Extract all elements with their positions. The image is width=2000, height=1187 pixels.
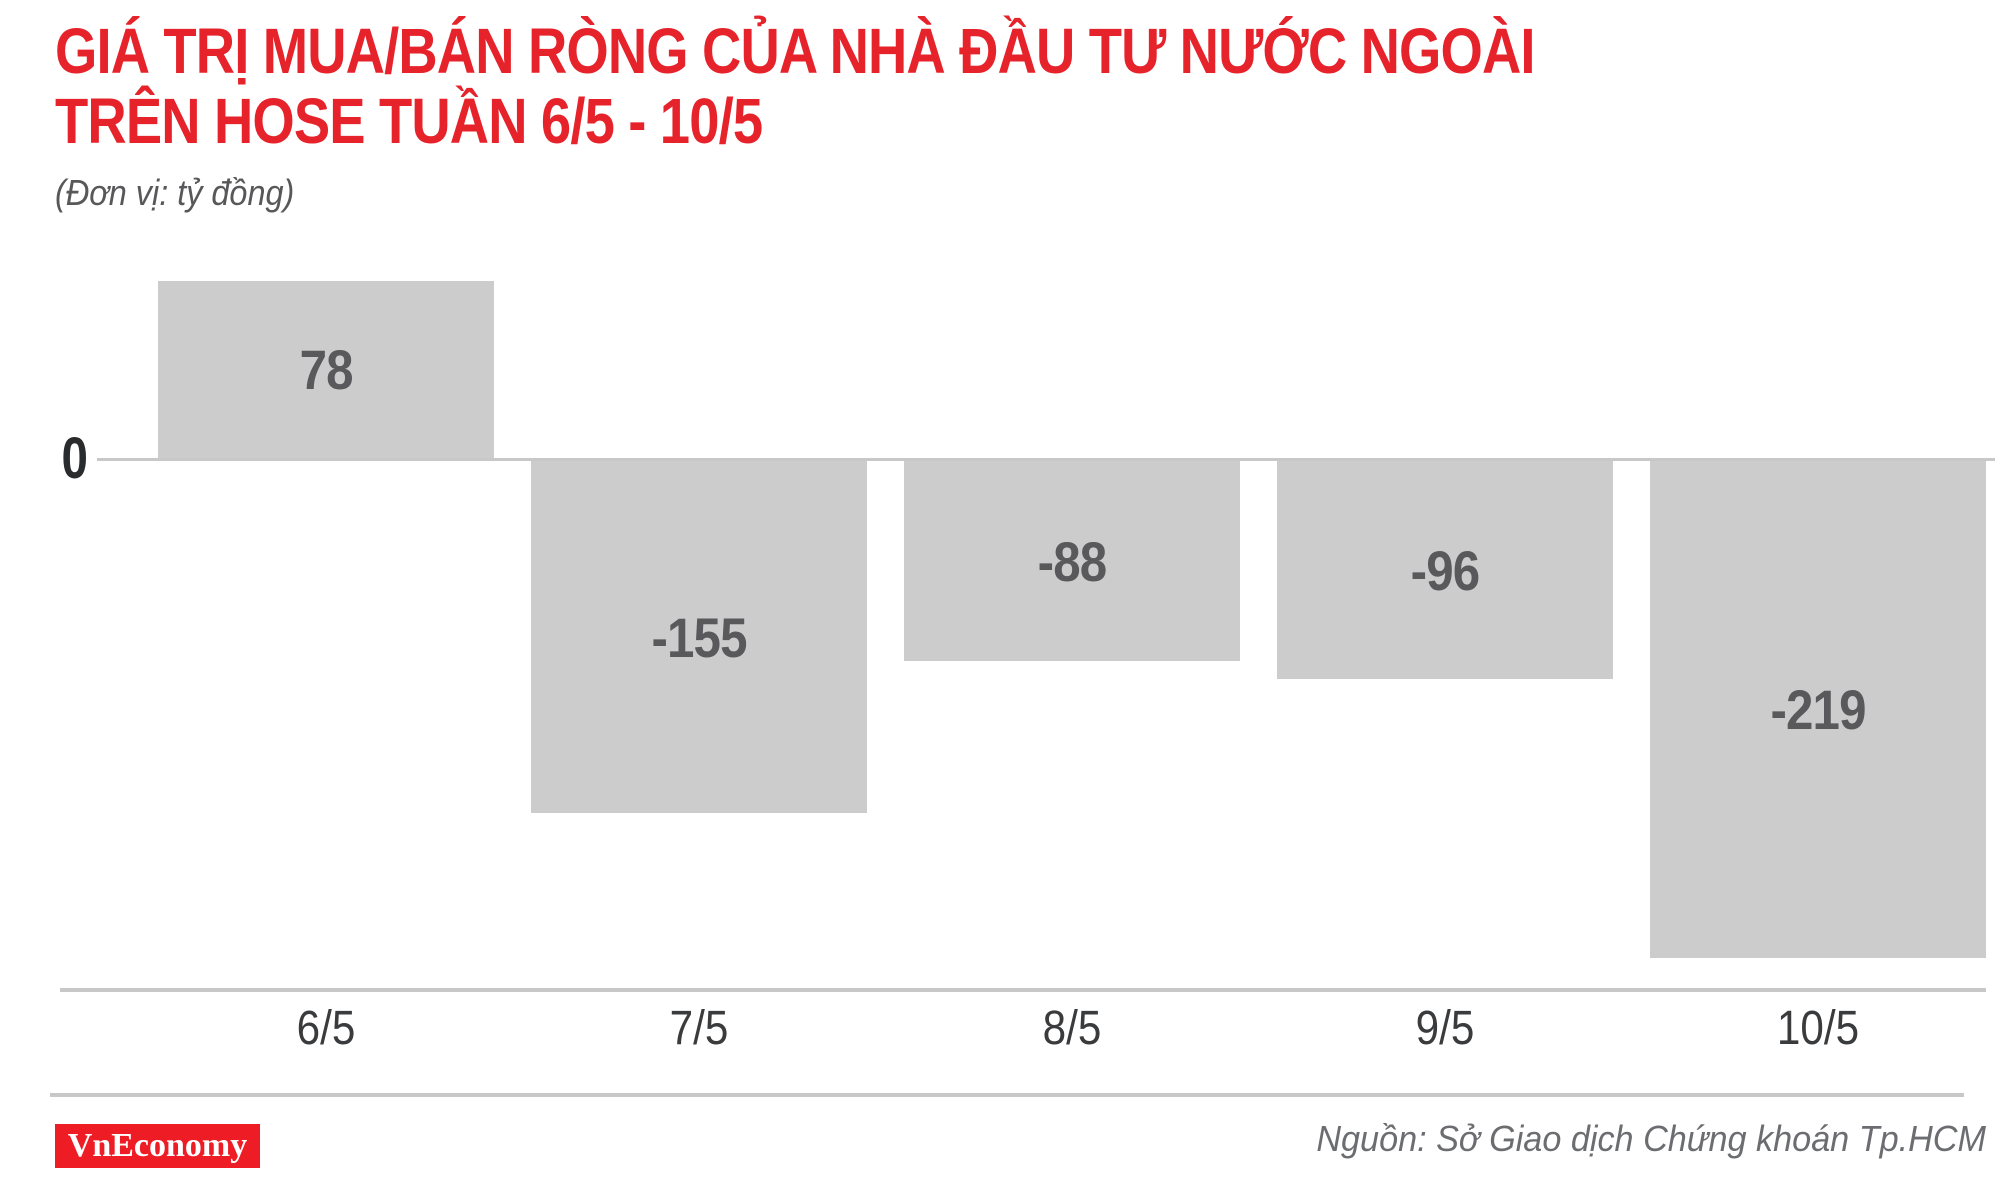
- chart-title-line2: TRÊN HOSE TUẦN 6/5 - 10/5: [55, 85, 763, 157]
- bar-value-label: 78: [299, 338, 353, 401]
- chart-title: GIÁ TRỊ MUA/BÁN RÒNG CỦA NHÀ ĐẦU TƯ NƯỚC…: [55, 15, 1536, 157]
- bar-8/5: -88: [904, 461, 1240, 661]
- x-axis-line: [60, 988, 1986, 992]
- y-axis-zero-label: 0: [61, 426, 88, 491]
- bar-6/5: 78: [158, 281, 494, 458]
- bar-7/5: -155: [531, 461, 867, 813]
- chart-title-line1: GIÁ TRỊ MUA/BÁN RÒNG CỦA NHÀ ĐẦU TƯ NƯỚC…: [55, 15, 1536, 87]
- bar-value-label: -88: [1037, 529, 1107, 593]
- bar-9/5: -96: [1277, 461, 1613, 679]
- x-axis-label-8/5: 8/5: [1042, 1002, 1102, 1055]
- vneconomy-logo: VnEconomy: [55, 1124, 260, 1168]
- source-attribution: Nguồn: Sở Giao dịch Chứng khoán Tp.HCM: [1316, 1118, 1986, 1159]
- bar-value-label: -155: [651, 605, 747, 669]
- x-axis-label-7/5: 7/5: [669, 1002, 729, 1055]
- footer-divider: [50, 1093, 1964, 1097]
- bar-value-label: -96: [1410, 538, 1480, 602]
- vneconomy-logo-text: VnEconomy: [67, 1127, 248, 1164]
- chart-unit-subtitle: (Đơn vị: tỷ đồng): [55, 172, 295, 213]
- x-axis-label-9/5: 9/5: [1415, 1002, 1475, 1055]
- bar-value-label: -219: [1770, 678, 1866, 741]
- x-axis-label-10/5: 10/5: [1776, 1002, 1860, 1055]
- x-axis-label-6/5: 6/5: [296, 1002, 356, 1055]
- bar-10/5: -219: [1650, 461, 1986, 958]
- zero-baseline: [97, 458, 1995, 461]
